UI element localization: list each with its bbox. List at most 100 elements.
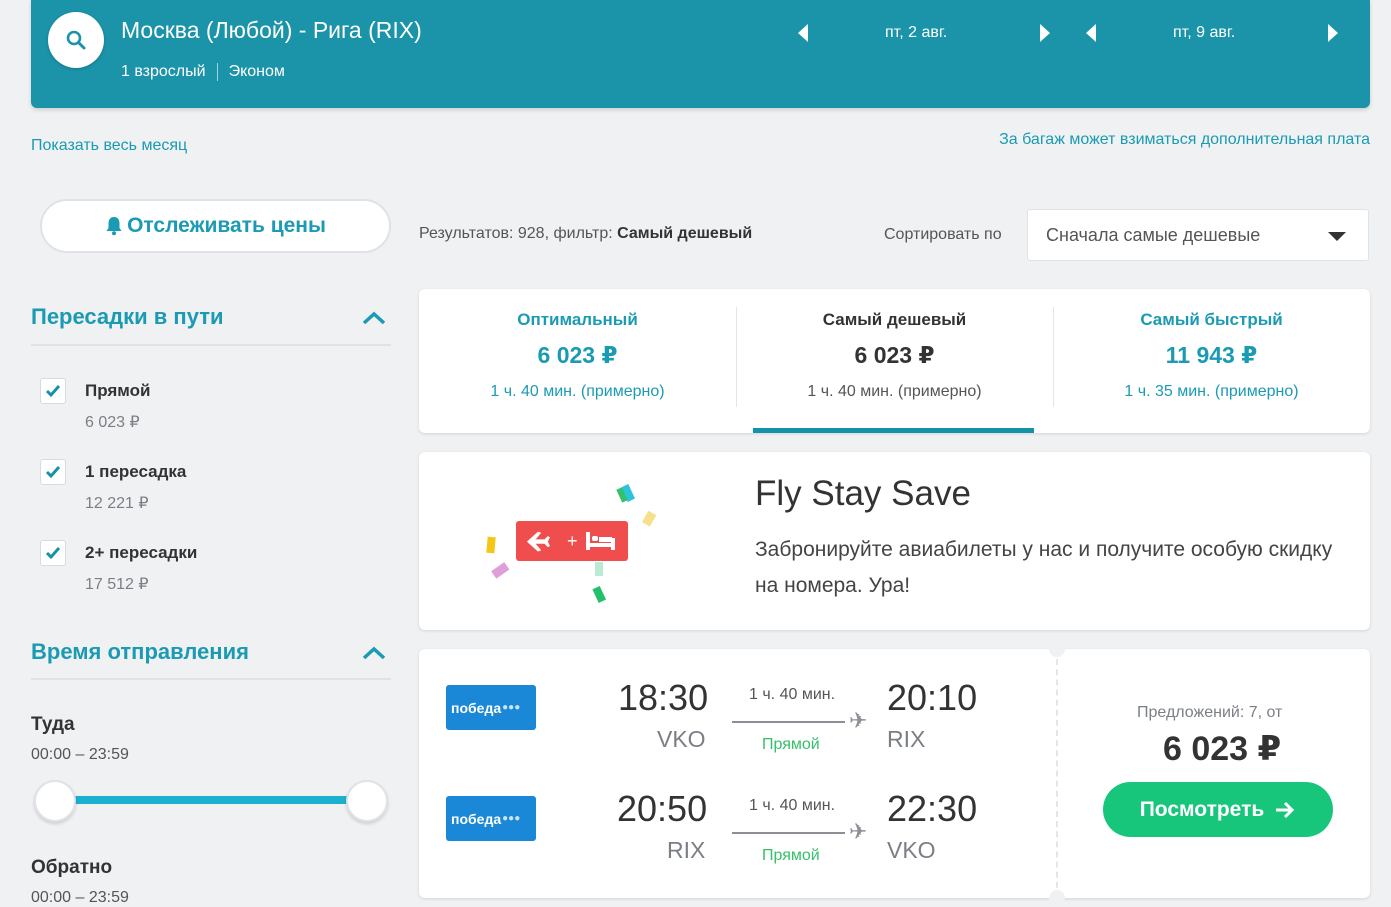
tab-duration: 1 ч. 35 мин. (примерно) [1124, 383, 1299, 400]
flight-price: 6 023 ₽ [1163, 730, 1282, 768]
ticket-notch [1049, 890, 1065, 906]
tab-duration: 1 ч. 40 мин. (примерно) [490, 383, 665, 400]
depart-date-picker: пт, 2 авг. [791, 18, 1050, 48]
ticket-notch [1049, 641, 1065, 657]
arrow-right-icon [1328, 24, 1338, 42]
flight-duration: 1 ч. 40 мин. [749, 797, 836, 814]
divider [216, 63, 218, 81]
active-filter: Самый дешевый [617, 225, 753, 242]
filter-label: 1 пересадка [85, 462, 187, 481]
track-prices-label: Отслеживать цены [127, 214, 326, 237]
plane-icon: ✈ [849, 708, 868, 733]
stops-label: Прямой [762, 736, 820, 753]
filter-label: 2+ пересадки [85, 543, 198, 562]
promo-text: Забронируйте авиабилеты у нас и получите… [755, 538, 1333, 597]
passenger-cabin-summary[interactable]: 1 взрослый Эконом [121, 63, 285, 81]
airline-logo: победа ●●● [446, 685, 536, 730]
flight-path-line [732, 721, 845, 723]
tab-title: Самый дешевый [822, 310, 967, 329]
arrow-left-icon [798, 24, 808, 42]
airline-dots: ●●● [502, 813, 521, 824]
results-count: Результатов: 928, фильтр: [419, 225, 618, 242]
filter-label: Прямой [85, 381, 151, 400]
departure-airport: RIX [667, 837, 706, 863]
show-month-link[interactable]: Показать весь месяц [31, 137, 188, 154]
chevron-up-icon[interactable] [362, 646, 386, 660]
caret-down-icon [1328, 232, 1346, 241]
return-date-picker: пт, 9 авг. [1079, 18, 1343, 48]
view-deal-label: Посмотреть [1139, 797, 1265, 821]
search-button[interactable] [48, 12, 104, 68]
outbound-label: Туда [31, 714, 75, 735]
route-title[interactable]: Москва (Любой) - Рига (RIX) [121, 17, 422, 43]
arrow-right-icon [1040, 24, 1050, 42]
cabin-label: Эконом [228, 63, 285, 80]
results-summary: Результатов: 928, фильтр: Самый дешевый [419, 225, 752, 243]
tab-best[interactable]: Оптимальный 6 023 ₽ 1 ч. 40 мин. (пример… [419, 289, 736, 433]
return-date[interactable]: пт, 9 авг. [1173, 24, 1236, 41]
return-prev-button[interactable] [1079, 21, 1103, 45]
return-label: Обратно [31, 857, 113, 878]
tab-cheapest[interactable]: Самый дешевый 6 023 ₽ 1 ч. 40 мин. (прим… [736, 289, 1053, 433]
ticket-divider [1056, 649, 1058, 898]
promo-title: Fly Stay Save [755, 474, 971, 513]
arrival-airport: RIX [887, 726, 926, 752]
arrow-left-icon [1086, 24, 1096, 42]
airline-dots: ●●● [502, 702, 521, 713]
checkbox-one-stop[interactable] [40, 459, 66, 485]
return-time-range: 00:00 – 23:59 [31, 889, 129, 906]
tab-title: Самый быстрый [1140, 310, 1283, 329]
arrow-right-icon [1276, 801, 1295, 818]
departure-time: 20:50 [617, 788, 708, 829]
passengers-label: 1 взрослый [121, 63, 206, 80]
search-summary-header: Москва (Любой) - Рига (RIX) 1 взрослый Э… [31, 0, 1370, 108]
arrival-airport: VKO [887, 837, 936, 863]
tab-title: Оптимальный [517, 310, 638, 329]
view-deal-button[interactable]: Посмотреть [1103, 782, 1333, 837]
tab-price: 11 943 ₽ [1165, 342, 1258, 368]
sort-tabs: Оптимальный 6 023 ₽ 1 ч. 40 мин. (пример… [419, 289, 1370, 433]
active-tab-indicator [753, 428, 1034, 433]
tab-fastest[interactable]: Самый быстрый 11 943 ₽ 1 ч. 35 мин. (при… [1053, 289, 1370, 433]
flight-path-line [732, 832, 845, 834]
stops-section-title[interactable]: Пересадки в пути [31, 304, 224, 329]
flight-duration: 1 ч. 40 мин. [749, 686, 836, 703]
airline-name: победа [451, 810, 502, 827]
baggage-fee-link[interactable]: За багаж может взиматься дополнительная … [999, 131, 1370, 148]
search-icon [66, 30, 86, 50]
outbound-time-range: 00:00 – 23:59 [31, 746, 129, 763]
plane-icon: ✈ [849, 819, 868, 844]
flight-result-card[interactable]: победа ●●● 18:30 VKO 1 ч. 40 мин. ✈ Прямо… [419, 641, 1370, 906]
bell-icon [106, 217, 122, 236]
tab-duration: 1 ч. 40 мин. (примерно) [807, 383, 982, 400]
slider-handle-start[interactable] [34, 780, 76, 822]
checkbox-two-plus-stops[interactable] [40, 540, 66, 566]
stops-label: Прямой [762, 847, 820, 864]
offers-count: Предложений: 7, от [1137, 704, 1283, 721]
filter-price: 12 221 ₽ [85, 495, 149, 512]
departure-time: 18:30 [618, 677, 709, 718]
departure-airport: VKO [657, 726, 706, 752]
filter-price: 17 512 ₽ [85, 576, 149, 593]
section-divider [31, 344, 391, 346]
departure-time-section-title[interactable]: Время отправления [31, 639, 249, 664]
chevron-up-icon[interactable] [362, 311, 386, 325]
track-prices-button[interactable]: Отслеживать цены [40, 199, 391, 253]
depart-date[interactable]: пт, 2 авг. [885, 24, 948, 41]
tab-price: 6 023 ₽ [854, 342, 935, 368]
fly-stay-save-banner[interactable]: + Fly Stay Save Забронируйте авиабилеты … [419, 452, 1370, 630]
outbound-time-slider[interactable] [55, 796, 367, 804]
return-next-button[interactable] [1321, 21, 1345, 45]
airline-name: победа [451, 699, 502, 716]
sort-dropdown[interactable]: Сначала самые дешевые [1027, 209, 1369, 261]
arrival-time: 22:30 [887, 788, 978, 829]
depart-prev-button[interactable] [791, 21, 815, 45]
arrival-time: 20:10 [887, 677, 978, 718]
slider-handle-end[interactable] [346, 780, 388, 822]
checkmark-icon [45, 385, 61, 398]
depart-next-button[interactable] [1033, 21, 1057, 45]
flight-hotel-illustration: + [486, 484, 657, 603]
filter-price: 6 023 ₽ [85, 414, 140, 431]
airline-logo: победа ●●● [446, 796, 536, 841]
checkbox-direct[interactable] [40, 378, 66, 404]
